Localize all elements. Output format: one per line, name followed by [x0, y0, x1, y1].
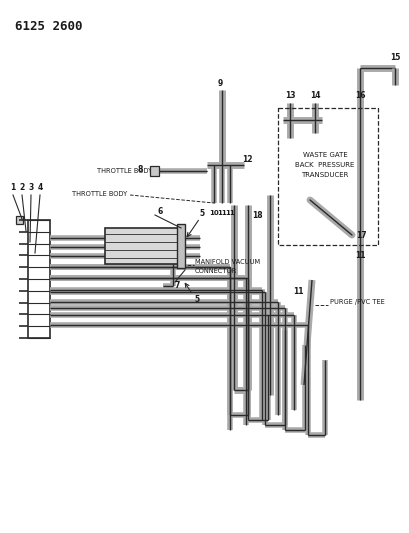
Text: 6125 2600: 6125 2600	[15, 20, 82, 33]
Text: MANIFOLD VACUUM: MANIFOLD VACUUM	[195, 259, 259, 265]
Text: 11: 11	[292, 287, 303, 296]
Text: 3: 3	[28, 183, 34, 192]
Text: 10: 10	[209, 210, 218, 216]
Bar	[150, 166, 159, 176]
Text: 4: 4	[37, 183, 43, 192]
Bar	[177, 224, 184, 268]
Text: PURGE /PVC TEE: PURGE /PVC TEE	[329, 299, 384, 305]
Text: TRANSDUCER: TRANSDUCER	[301, 172, 348, 178]
Bar	[28, 220, 50, 338]
Text: 13: 13	[284, 92, 294, 101]
Text: 5: 5	[199, 208, 204, 217]
Text: 6: 6	[157, 207, 163, 216]
Text: 15: 15	[389, 53, 399, 62]
Bar	[277, 108, 377, 245]
Bar	[16, 216, 23, 224]
Text: 12: 12	[241, 156, 252, 165]
Text: 11: 11	[217, 210, 226, 216]
Text: 9: 9	[217, 78, 222, 87]
Text: 16: 16	[354, 92, 364, 101]
Text: CONNECTOR: CONNECTOR	[195, 268, 237, 274]
Text: 14: 14	[309, 92, 319, 101]
Text: 5: 5	[194, 295, 199, 304]
Text: WASTE GATE: WASTE GATE	[302, 152, 346, 158]
Text: 7: 7	[175, 280, 180, 289]
Text: 2: 2	[19, 183, 25, 192]
Text: 1: 1	[10, 183, 16, 192]
Text: THROTTLE BODY: THROTTLE BODY	[97, 168, 152, 174]
Text: 11: 11	[225, 210, 234, 216]
Text: 18: 18	[252, 211, 262, 220]
Text: 8: 8	[137, 166, 143, 174]
Text: 17: 17	[355, 230, 366, 239]
Text: THROTTLE BODY: THROTTLE BODY	[72, 191, 127, 197]
Bar	[105, 228, 184, 264]
Text: 11: 11	[354, 251, 364, 260]
Text: BACK  PRESSURE: BACK PRESSURE	[294, 162, 354, 168]
